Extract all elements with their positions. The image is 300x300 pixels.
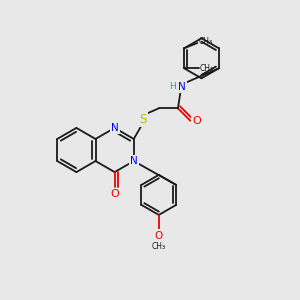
Text: N: N [111, 123, 119, 133]
Text: CH₃: CH₃ [199, 37, 213, 46]
Text: O: O [192, 116, 201, 126]
Text: S: S [140, 113, 147, 126]
Text: N: N [130, 156, 138, 166]
Text: O: O [110, 189, 119, 199]
Text: CH₃: CH₃ [200, 64, 214, 73]
Text: H: H [169, 82, 176, 91]
Text: N: N [178, 82, 186, 92]
Text: CH₃: CH₃ [152, 242, 166, 251]
Text: O: O [155, 230, 163, 241]
